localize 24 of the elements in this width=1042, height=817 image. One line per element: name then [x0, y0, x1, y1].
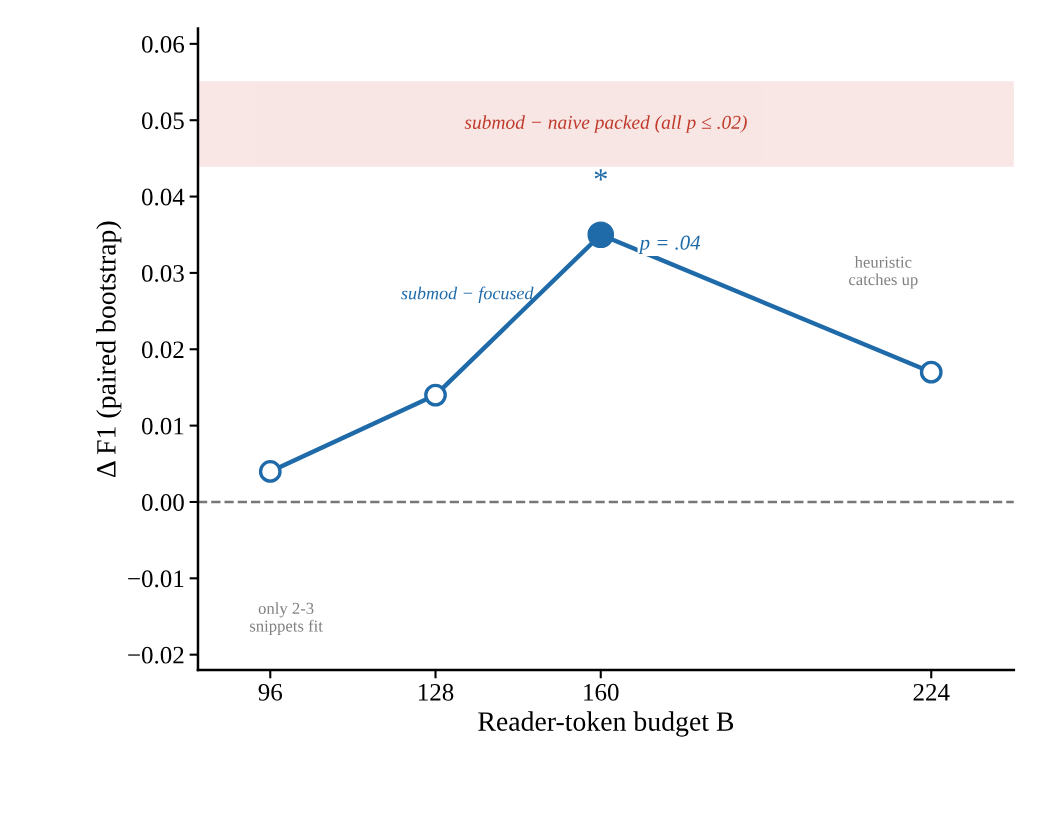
x-tick-label: 160 — [584, 683, 619, 701]
x-tick-label: 128 — [418, 683, 454, 701]
x-tick-label: 224 — [913, 683, 950, 701]
point — [258, 460, 282, 483]
x-tick-label: 96 — [258, 683, 283, 701]
y-tick-label: −0.01 — [128, 570, 184, 588]
point — [424, 383, 447, 407]
annotation: * — [594, 169, 607, 181]
annotation: submod − focused — [401, 286, 534, 304]
y-tick-label: 0.03 — [141, 264, 184, 282]
y-tick-label: 0.02 — [141, 341, 184, 359]
y-tick-label: −0.02 — [128, 646, 184, 664]
point — [919, 360, 943, 384]
annotation: p = .04 — [638, 235, 701, 254]
y-tick-label: 0.00 — [141, 494, 184, 511]
band-label: submod − naive packed (all p ≤ .02) — [464, 115, 747, 133]
y-axis-title: Δ F1 (paired bootstrap) — [96, 221, 122, 478]
y-tick-label: 0.01 — [141, 417, 184, 435]
y-tick-label: 0.04 — [141, 188, 185, 206]
annotation: only 2-3 snippets fit — [249, 602, 323, 636]
annotation: heuristic catches up — [849, 256, 918, 289]
x-axis-title: Reader-token budget B — [478, 711, 734, 737]
y-tick-label: 0.05 — [141, 112, 184, 130]
y-tick-label: 0.06 — [141, 35, 185, 53]
